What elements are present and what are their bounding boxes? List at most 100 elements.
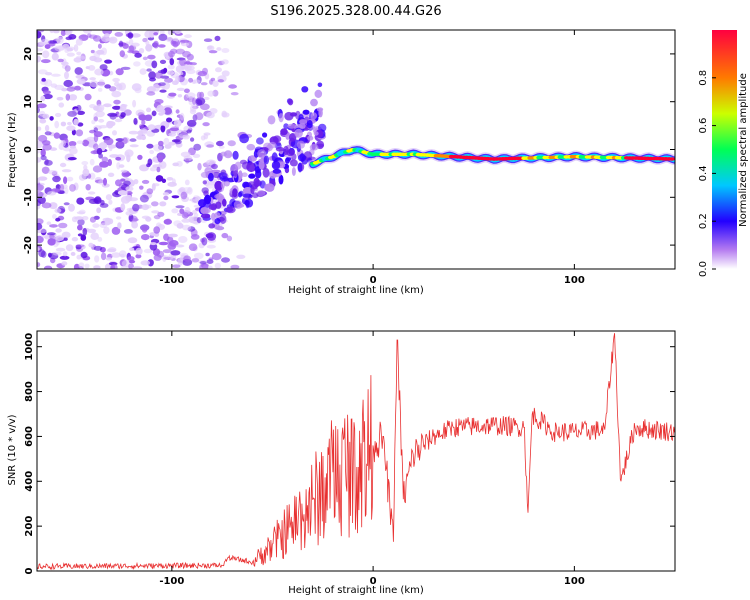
noise-blob (65, 93, 71, 101)
rising-track-blob (242, 187, 253, 195)
noise-blob (129, 138, 137, 142)
noise-blob (218, 145, 225, 149)
rising-track-blob (227, 140, 236, 147)
noise-blob (68, 141, 77, 147)
noise-blob (76, 78, 86, 85)
rising-track-blob (287, 123, 297, 129)
rising-track-blob (262, 132, 268, 138)
noise-blob (131, 218, 139, 222)
rising-track-blob (238, 190, 244, 196)
noise-blob (71, 237, 79, 242)
noise-blob (197, 70, 208, 77)
noise-blob (37, 200, 42, 207)
noise-blob (47, 191, 57, 196)
noise-blob (127, 256, 135, 262)
noise-blob (145, 114, 153, 121)
noise-blob (56, 36, 64, 44)
noise-blob (92, 165, 103, 173)
noise-blob (46, 232, 56, 236)
noise-blob (221, 257, 230, 263)
noise-blob (173, 119, 182, 128)
rising-track-blob (232, 188, 238, 198)
noise-blob (186, 65, 195, 71)
noise-blob (121, 259, 131, 267)
rising-track-blob (208, 204, 218, 210)
noise-blob (81, 161, 89, 166)
noise-blob (103, 177, 107, 186)
noise-blob (184, 34, 192, 39)
noise-blob (37, 48, 44, 52)
noise-blob (93, 57, 103, 63)
rising-track-blob (317, 82, 323, 88)
noise-blob (61, 231, 71, 239)
noise-blob (60, 139, 66, 147)
noise-blob (63, 176, 68, 184)
colorbar-tick-label: 0.0 (698, 261, 709, 277)
noise-blob (134, 87, 142, 94)
noise-blob (63, 187, 69, 195)
noise-blob (192, 209, 198, 215)
noise-blob (181, 212, 189, 219)
noise-blob (132, 266, 143, 269)
noise-blob (120, 253, 125, 258)
noise-blob (163, 218, 172, 225)
noise-blob (93, 127, 99, 133)
noise-blob (117, 190, 128, 196)
noise-blob (115, 216, 122, 220)
rising-track-blob (253, 177, 260, 188)
noise-blob (150, 242, 157, 246)
noise-blob (168, 132, 177, 137)
snr-plot-area (37, 333, 675, 571)
noise-blob (98, 125, 108, 129)
noise-blob (70, 251, 76, 256)
noise-blob (93, 245, 103, 251)
noise-blob (113, 99, 121, 105)
noise-blob (53, 30, 60, 34)
spectrogram-ylabel: Frequency (Hz) (7, 112, 18, 188)
noise-blob (122, 137, 128, 145)
rising-track-blob (271, 160, 281, 170)
noise-blob (85, 66, 90, 70)
noise-blob (87, 33, 92, 38)
noise-blob (221, 48, 230, 53)
noise-blob (182, 134, 190, 140)
noise-blob (50, 83, 58, 88)
noise-blob (101, 47, 107, 56)
noise-blob (112, 77, 120, 83)
noise-blob (78, 209, 86, 215)
noise-blob (76, 254, 82, 260)
noise-blob (120, 66, 131, 70)
rising-track-blob (198, 199, 207, 208)
noise-blob (135, 247, 143, 255)
noise-blob (190, 105, 197, 112)
rising-track-blob (267, 115, 276, 125)
noise-blob (151, 201, 159, 207)
noise-blob (37, 30, 42, 39)
noise-blob (128, 45, 135, 53)
noise-blob (93, 116, 99, 122)
noise-blob (166, 177, 174, 181)
noise-blob (55, 247, 66, 252)
noise-blob (230, 264, 240, 269)
noise-blob (82, 30, 92, 34)
noise-blob (146, 91, 156, 96)
noise-blob (141, 179, 150, 184)
noise-blob (101, 35, 110, 43)
noise-blob (139, 68, 147, 75)
noise-blob (119, 114, 125, 120)
noise-blob (157, 70, 167, 74)
noise-blob (207, 265, 213, 269)
noise-blob (93, 134, 99, 143)
noise-blob (146, 163, 151, 168)
rising-track-blob (278, 174, 284, 185)
noise-blob (170, 254, 177, 262)
noise-blob (37, 103, 47, 109)
noise-blob (71, 216, 78, 223)
noise-blob (186, 119, 197, 127)
noise-blob (86, 228, 97, 233)
noise-blob (188, 77, 194, 83)
noise-blob (75, 129, 84, 137)
noise-blob (131, 42, 140, 47)
noise-blob (216, 47, 222, 51)
noise-blob (116, 162, 121, 170)
